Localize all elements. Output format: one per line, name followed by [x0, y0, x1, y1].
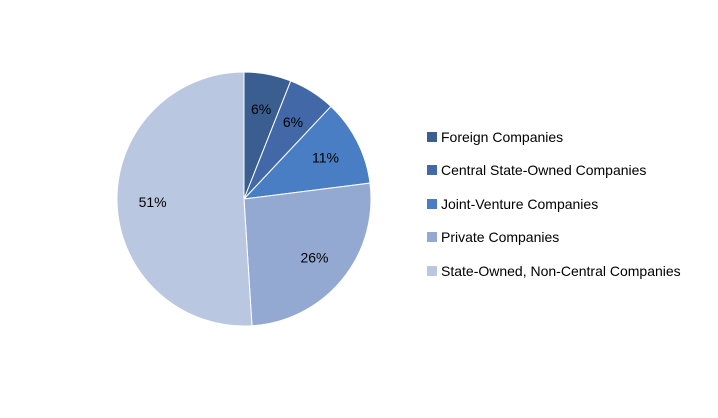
legend-swatch: [427, 131, 437, 142]
legend-item-state-owned-non-central-companies: State-Owned, Non-Central Companies: [427, 254, 681, 288]
legend-label: Central State-Owned Companies: [441, 162, 647, 179]
pie-slices: [116, 71, 372, 327]
legend-swatch: [427, 198, 437, 209]
data-label-foreign-companies: 6%: [251, 101, 271, 117]
legend-swatch: [427, 232, 437, 243]
legend-swatch: [427, 165, 437, 176]
legend: Foreign Companies Central State-Owned Com…: [427, 120, 681, 288]
legend-item-central-state-owned-companies: Central State-Owned Companies: [427, 154, 681, 188]
legend-item-foreign-companies: Foreign Companies: [427, 120, 681, 154]
legend-item-joint-venture-companies: Joint-Venture Companies: [427, 187, 681, 221]
data-label-central-state-owned-companies: 6%: [283, 114, 303, 130]
legend-label: Foreign Companies: [441, 128, 564, 145]
legend-item-private-companies: Private Companies: [427, 221, 681, 255]
data-label-joint-venture-companies: 11%: [312, 149, 339, 165]
pie-slice-private-companies: [243, 182, 372, 327]
legend-label: Private Companies: [441, 229, 560, 246]
legend-swatch: [427, 265, 437, 276]
pie-data-labels: 6% 6% 11% 26% 51%: [139, 101, 339, 265]
legend-label: State-Owned, Non-Central Companies: [441, 262, 681, 279]
data-label-private-companies: 26%: [300, 249, 328, 265]
pie-slice-joint-venture-companies: [242, 105, 371, 200]
pie-slice-state-owned-non-central-companies: [116, 71, 253, 327]
data-label-state-owned-non-central-companies: 51%: [139, 194, 167, 210]
legend-label: Joint-Venture Companies: [441, 195, 599, 212]
